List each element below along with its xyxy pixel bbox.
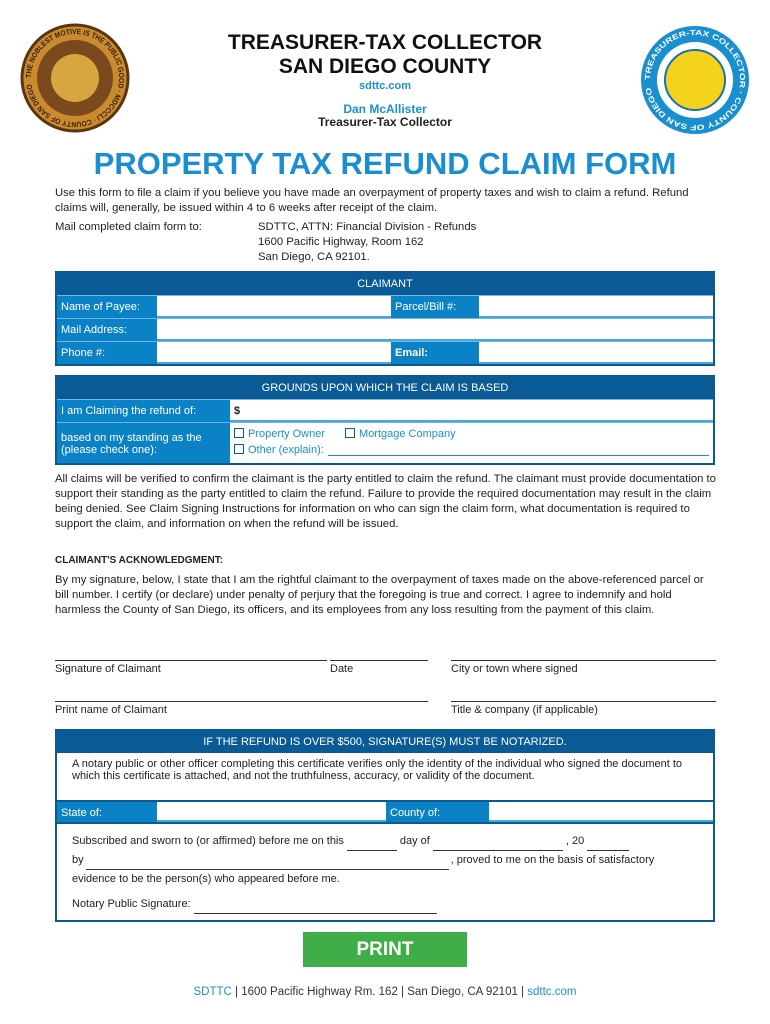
month-input[interactable] bbox=[432, 850, 563, 851]
email-label: Email: bbox=[395, 347, 429, 359]
phone-input[interactable] bbox=[157, 342, 391, 364]
by-text: by bbox=[72, 854, 84, 866]
title-company-label: Title & company (if applicable) bbox=[451, 704, 598, 716]
sworn-text: , 20 bbox=[565, 835, 585, 847]
notary-disclaimer: A notary public or other officer complet… bbox=[72, 758, 683, 782]
ack-text: By my signature, below, I state that I a… bbox=[55, 574, 704, 616]
email-input[interactable] bbox=[479, 342, 713, 364]
notary-signature-input[interactable] bbox=[193, 913, 437, 914]
address-label: Mail Address: bbox=[61, 324, 128, 336]
notary-signature-label: Notary Public Signature: bbox=[72, 898, 191, 910]
signature-line[interactable] bbox=[55, 660, 327, 661]
form-title: PROPERTY TAX REFUND CLAIM FORM bbox=[93, 146, 677, 181]
date-line[interactable] bbox=[330, 660, 428, 661]
by-name-input[interactable] bbox=[85, 869, 449, 870]
footer-address: 1600 Pacific Highway Rm. 162 bbox=[241, 986, 398, 998]
parcel-input[interactable] bbox=[479, 296, 713, 318]
grounds-section: GROUNDS UPON WHICH THE CLAIM IS BASED I … bbox=[55, 375, 715, 465]
county-seal-logo: THE NOBLEST MOTIVE IS THE PUBLIC GOOD · … bbox=[20, 23, 130, 133]
footer-org: SDTTC bbox=[193, 986, 232, 998]
date-label: Date bbox=[330, 663, 354, 675]
other-checkbox[interactable]: Other (explain): bbox=[234, 444, 324, 456]
sworn-text: Subscribed and sworn to (or affirmed) be… bbox=[72, 835, 344, 847]
mail-line: SDTTC, ATTN: Financial Division - Refund… bbox=[258, 221, 477, 233]
agency-name: TREASURER-TAX COLLECTOR bbox=[227, 31, 543, 54]
address-input[interactable] bbox=[157, 319, 713, 341]
ack-heading: CLAIMANT'S ACKNOWLEDGMENT: bbox=[55, 555, 224, 566]
refund-label: I am Claiming the refund of: bbox=[61, 405, 197, 417]
option-label: Mortgage Company bbox=[359, 428, 456, 440]
day-input[interactable] bbox=[346, 850, 397, 851]
print-button[interactable]: PRINT bbox=[303, 932, 467, 967]
refund-amount-input[interactable]: $ bbox=[230, 400, 713, 422]
footer: SDTTC | 1600 Pacific Highway Rm. 162 | S… bbox=[193, 986, 577, 998]
section-header: CLAIMANT bbox=[57, 273, 713, 295]
county-name: SAN DIEGO COUNTY bbox=[278, 55, 492, 78]
mortgage-company-checkbox[interactable]: Mortgage Company bbox=[345, 428, 456, 440]
intro-text: Use this form to file a claim if you bel… bbox=[55, 187, 689, 214]
county-input[interactable] bbox=[489, 802, 713, 822]
state-input[interactable] bbox=[157, 802, 386, 822]
section-header: GROUNDS UPON WHICH THE CLAIM IS BASED bbox=[57, 377, 713, 399]
option-label: Other (explain): bbox=[248, 444, 324, 456]
mail-line: 1600 Pacific Highway, Room 162 bbox=[258, 236, 424, 248]
official-name: Dan McAllister bbox=[343, 102, 427, 116]
mail-label: Mail completed claim form to: bbox=[55, 221, 202, 233]
state-label: State of: bbox=[61, 807, 102, 819]
mail-address: SDTTC, ATTN: Financial Division - Refund… bbox=[258, 220, 476, 265]
website-link[interactable]: sdttc.com bbox=[359, 80, 411, 92]
treasurer-seal-logo: TREASURER-TAX COLLECTOR · COUNTY OF SAN … bbox=[641, 26, 749, 134]
claimant-section: CLAIMANT Name of Payee: Parcel/Bill #: Ma… bbox=[55, 271, 715, 366]
parcel-label: Parcel/Bill #: bbox=[395, 301, 457, 313]
section-header: IF THE REFUND IS OVER $500, SIGNATURE(S)… bbox=[57, 731, 713, 753]
mail-line: San Diego, CA 92101. bbox=[258, 251, 370, 263]
county-label: County of: bbox=[390, 807, 441, 819]
sworn-text: day of bbox=[399, 835, 430, 847]
payee-label: Name of Payee: bbox=[61, 301, 140, 313]
city-label: City or town where signed bbox=[451, 663, 578, 675]
print-name-line[interactable] bbox=[55, 701, 428, 702]
official-title: Treasurer-Tax Collector bbox=[318, 115, 452, 129]
phone-label: Phone #: bbox=[61, 347, 106, 359]
verification-text: All claims will be verified to confirm t… bbox=[55, 473, 716, 530]
year-input[interactable] bbox=[587, 850, 630, 851]
signature-label: Signature of Claimant bbox=[55, 663, 161, 675]
option-label: Property Owner bbox=[248, 428, 326, 440]
evidence-text: evidence to be the person(s) who appeare… bbox=[72, 873, 340, 885]
proved-text: , proved to me on the basis of satisfact… bbox=[450, 854, 655, 866]
print-name-label: Print name of Claimant bbox=[55, 704, 167, 716]
notary-section: IF THE REFUND IS OVER $500, SIGNATURE(S)… bbox=[55, 729, 715, 922]
footer-website-link[interactable]: sdttc.com bbox=[527, 986, 577, 998]
other-explain-input[interactable] bbox=[327, 444, 709, 456]
footer-city: San Diego, CA 92101 bbox=[407, 986, 518, 998]
city-line[interactable] bbox=[451, 660, 716, 661]
title-company-line[interactable] bbox=[451, 701, 716, 702]
property-owner-checkbox[interactable]: Property Owner bbox=[234, 428, 325, 440]
payee-input[interactable] bbox=[157, 296, 391, 318]
standing-label: based on my standing as the (please chec… bbox=[61, 432, 202, 456]
